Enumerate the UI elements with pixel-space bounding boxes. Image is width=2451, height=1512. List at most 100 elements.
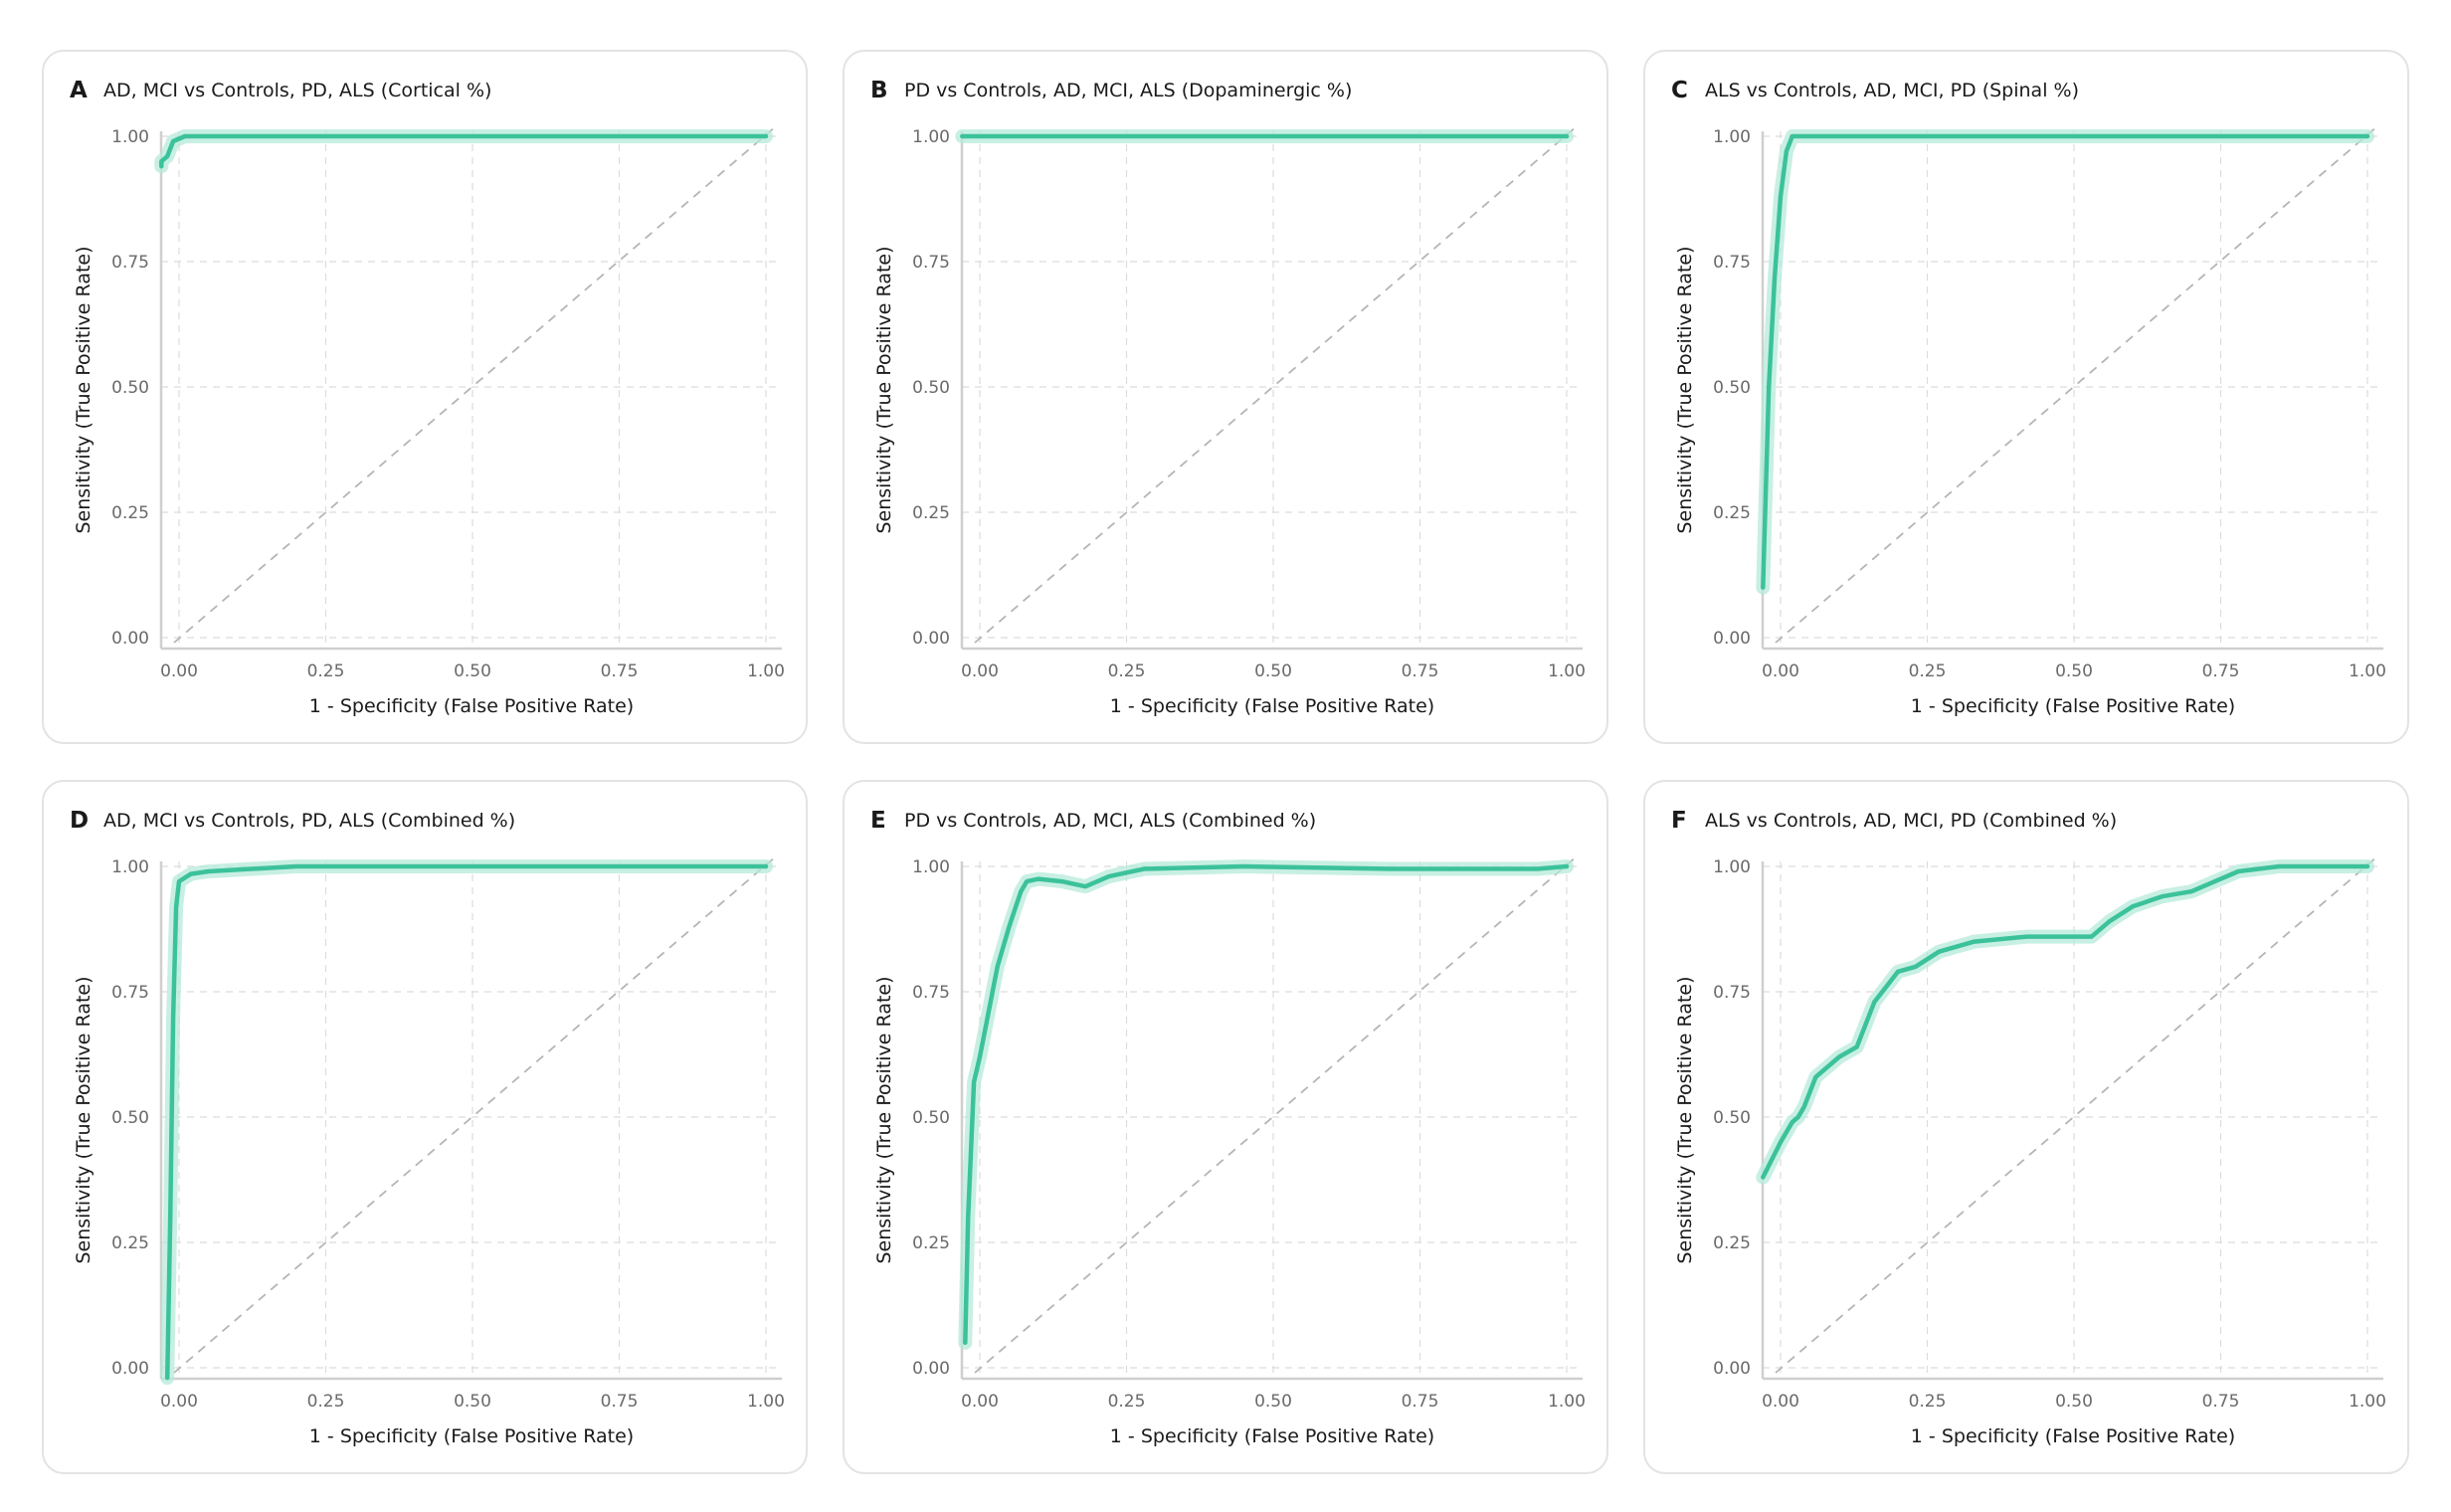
chance-diagonal [173, 125, 777, 644]
roc-curve-line [963, 863, 1570, 1346]
roc-chart: 0.00 0.25 0.50 0.75 1.00 0.00 0.25 0.50 0.75 1.00… [870, 78, 1586, 717]
roc-confidence-band [154, 129, 773, 174]
y-tick-label: 0.75 [912, 983, 950, 1003]
x-tick-label: 0.25 [307, 1392, 345, 1412]
y-tick-label: 1.00 [1713, 857, 1751, 877]
chance-diagonal [974, 855, 1578, 1374]
roc-chart: 0.00 0.25 0.50 0.75 1.00 0.00 0.25 0.50 0.75 1.00… [1671, 78, 2386, 717]
roc-panel-a: 0.00 0.25 0.50 0.75 1.00 0.00 0.25 0.50 0.75 1.00… [42, 50, 808, 744]
y-tick-label: 0.75 [1713, 983, 1751, 1003]
y-axis-title: Sensitivity (True Positive Rate) [873, 246, 895, 533]
x-axis-title: 1 - Specificity (False Positive Rate) [1110, 695, 1434, 717]
x-tick-label: 0.75 [1402, 662, 1439, 681]
x-axis-title: 1 - Specificity (False Positive Rate) [1911, 1425, 2235, 1447]
y-tick-label: 0.00 [1713, 629, 1751, 649]
panel-letter: E [870, 808, 886, 834]
x-tick-label: 0.00 [1762, 1392, 1799, 1412]
roc-chart: 0.00 0.25 0.50 0.75 1.00 0.00 0.25 0.50 0.75 1.00… [70, 808, 785, 1447]
roc-panel-grid: 0.00 0.25 0.50 0.75 1.00 0.00 0.25 0.50 0.75 1.00… [42, 50, 2409, 1474]
roc-curve-line [159, 133, 769, 169]
y-tick-label: 0.00 [912, 629, 950, 649]
x-tick-label: 1.00 [1548, 662, 1586, 681]
x-tick-label: 0.50 [2055, 662, 2093, 681]
y-tick-label: 0.50 [1713, 1108, 1751, 1128]
y-tick-label: 1.00 [912, 857, 950, 877]
y-tick-label: 0.50 [111, 378, 149, 398]
x-tick-label: 0.75 [2202, 1392, 2240, 1412]
y-tick-label: 0.25 [1713, 503, 1751, 523]
y-tick-label: 0.25 [912, 503, 950, 523]
y-tick-label: 0.00 [912, 1359, 950, 1379]
roc-confidence-band [1756, 129, 2374, 595]
roc-panel-b: 0.00 0.25 0.50 0.75 1.00 0.00 0.25 0.50 0.75 1.00… [843, 50, 1608, 744]
chance-diagonal [1775, 125, 2378, 644]
x-tick-label: 0.50 [1254, 1392, 1292, 1412]
x-tick-label: 0.00 [160, 1392, 198, 1412]
x-axis-title: 1 - Specificity (False Positive Rate) [1110, 1425, 1434, 1447]
roc-panel-d: 0.00 0.25 0.50 0.75 1.00 0.00 0.25 0.50 0.75 1.00… [42, 780, 808, 1474]
y-tick-label: 1.00 [111, 857, 149, 877]
x-tick-label: 0.00 [961, 662, 999, 681]
x-tick-label: 1.00 [2349, 1392, 2386, 1412]
panel-letter: D [70, 808, 89, 834]
x-tick-label: 0.50 [454, 662, 491, 681]
panel-letter: C [1671, 78, 1688, 103]
y-axis-title: Sensitivity (True Positive Rate) [873, 976, 895, 1263]
roc-curve-line [1761, 863, 2370, 1180]
y-axis-title: Sensitivity (True Positive Rate) [1674, 246, 1696, 533]
chance-diagonal [974, 125, 1578, 644]
x-tick-label: 0.75 [601, 662, 639, 681]
y-tick-label: 0.25 [1713, 1233, 1751, 1253]
x-tick-label: 1.00 [1548, 1392, 1586, 1412]
x-tick-label: 1.00 [747, 1392, 785, 1412]
panel-title: PD vs Controls, AD, MCI, ALS (Combined %… [904, 810, 1316, 832]
x-tick-label: 0.25 [1909, 1392, 1947, 1412]
y-tick-label: 0.75 [111, 253, 149, 273]
y-tick-label: 1.00 [111, 127, 149, 147]
y-tick-label: 0.50 [1713, 378, 1751, 398]
roc-chart: 0.00 0.25 0.50 0.75 1.00 0.00 0.25 0.50 0.75 1.00… [870, 808, 1586, 1447]
x-tick-label: 0.25 [1108, 662, 1146, 681]
chance-diagonal [173, 855, 777, 1374]
y-tick-label: 1.00 [912, 127, 950, 147]
y-tick-label: 0.00 [111, 629, 149, 649]
x-tick-label: 0.00 [160, 662, 198, 681]
roc-chart: 0.00 0.25 0.50 0.75 1.00 0.00 0.25 0.50 0.75 1.00… [70, 78, 785, 717]
chance-diagonal [1775, 855, 2378, 1374]
x-tick-label: 0.50 [2055, 1392, 2093, 1412]
x-tick-label: 0.75 [601, 1392, 639, 1412]
y-tick-label: 0.25 [912, 1233, 950, 1253]
roc-panel-e: 0.00 0.25 0.50 0.75 1.00 0.00 0.25 0.50 0.75 1.00… [843, 780, 1608, 1474]
y-tick-label: 0.00 [1713, 1359, 1751, 1379]
y-tick-label: 0.75 [111, 983, 149, 1003]
y-tick-label: 0.50 [912, 378, 950, 398]
x-axis-title: 1 - Specificity (False Positive Rate) [309, 695, 634, 717]
y-tick-label: 0.75 [1713, 253, 1751, 273]
x-axis-title: 1 - Specificity (False Positive Rate) [309, 1425, 634, 1447]
panel-title: AD, MCI vs Controls, PD, ALS (Cortical %… [103, 80, 491, 101]
y-tick-label: 0.50 [111, 1108, 149, 1128]
panel-letter: F [1671, 808, 1687, 834]
x-tick-label: 0.25 [307, 662, 345, 681]
x-tick-label: 0.75 [1402, 1392, 1439, 1412]
x-tick-label: 0.00 [961, 1392, 999, 1412]
roc-curve-line [1761, 133, 2370, 590]
x-tick-label: 0.50 [454, 1392, 491, 1412]
roc-panel-f: 0.00 0.25 0.50 0.75 1.00 0.00 0.25 0.50 0.75 1.00… [1643, 780, 2409, 1474]
panel-title: ALS vs Controls, AD, MCI, PD (Spinal %) [1705, 80, 2079, 101]
x-tick-label: 0.25 [1108, 1392, 1146, 1412]
y-tick-label: 0.75 [912, 253, 950, 273]
panel-title: ALS vs Controls, AD, MCI, PD (Combined %… [1705, 810, 2117, 832]
y-tick-label: 0.25 [111, 1233, 149, 1253]
x-axis-title: 1 - Specificity (False Positive Rate) [1911, 695, 2235, 717]
y-axis-title: Sensitivity (True Positive Rate) [1674, 976, 1696, 1263]
x-tick-label: 0.75 [2202, 662, 2240, 681]
panel-letter: B [870, 78, 888, 103]
y-axis-title: Sensitivity (True Positive Rate) [73, 246, 94, 533]
x-tick-label: 0.00 [1762, 662, 1799, 681]
panel-title: PD vs Controls, AD, MCI, ALS (Dopaminerg… [904, 80, 1352, 101]
y-tick-label: 0.50 [912, 1108, 950, 1128]
panel-letter: A [70, 78, 88, 103]
roc-confidence-band [1756, 859, 2374, 1185]
x-tick-label: 1.00 [2349, 662, 2386, 681]
